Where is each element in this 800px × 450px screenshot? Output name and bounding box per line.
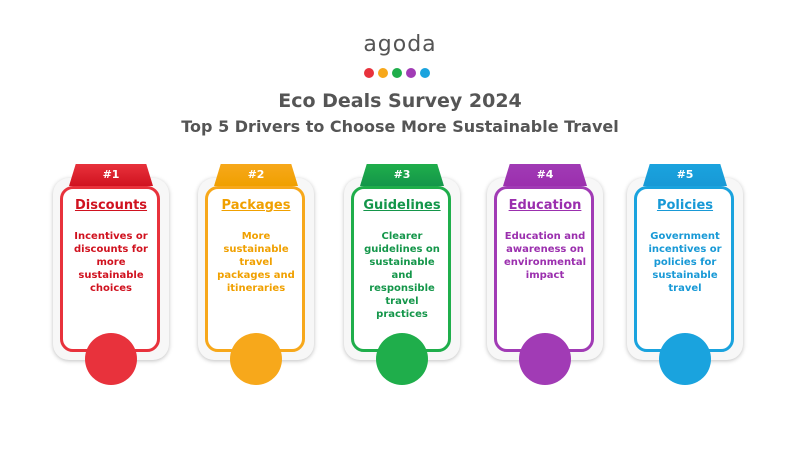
card-body: Government incentives or policies for su…	[648, 231, 722, 294]
card: #4 Education Education and awareness on en…	[487, 164, 603, 385]
card: #3 Guidelines Clearer guidelines on sustai…	[344, 164, 460, 385]
card: #5 Policies Government incentives or polic…	[627, 164, 743, 385]
rank-badge: #1	[69, 164, 153, 186]
card-heading: Guidelines	[363, 198, 441, 213]
card: #1 Discounts Incentives or discounts for m…	[53, 164, 169, 385]
card: #2 Packages More sustainable travel packag…	[198, 164, 314, 385]
card-frame	[494, 186, 594, 352]
rank-badge: #4	[503, 164, 587, 186]
rank-badge: #3	[360, 164, 444, 186]
card-body: Clearer guidelines on sustainable and re…	[364, 231, 440, 320]
card-heading: Discounts	[74, 198, 148, 213]
card-heading: Policies	[656, 198, 714, 213]
subtitle: Top 5 Drivers to Choose More Sustainable…	[181, 117, 619, 136]
card-heading: Packages	[221, 198, 291, 213]
card-body: Incentives or discounts for more sustain…	[74, 231, 148, 294]
logo-dots	[364, 63, 436, 78]
card-frame	[60, 186, 160, 352]
card-circle	[230, 333, 282, 385]
card-frame	[205, 186, 305, 352]
card-heading: Education	[508, 198, 582, 213]
card-body: More sustainable travel packages and iti…	[217, 231, 295, 294]
card-body: Education and awareness on environmental…	[503, 231, 587, 281]
card-circle	[659, 333, 711, 385]
card-circle	[85, 333, 137, 385]
logo: agoda	[363, 32, 437, 57]
rank-badge: #2	[214, 164, 298, 186]
title: Eco Deals Survey 2024	[278, 90, 522, 112]
card-circle	[519, 333, 571, 385]
card-circle	[376, 333, 428, 385]
rank-badge: #5	[643, 164, 727, 186]
